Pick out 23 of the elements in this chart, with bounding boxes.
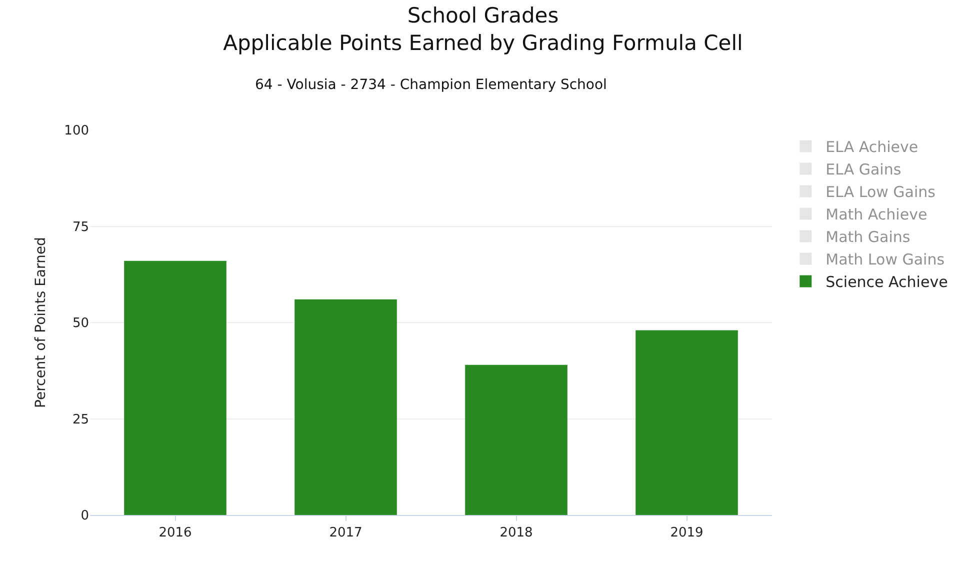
chart-subtitle: 64 - Volusia - 2734 - Champion Elementary School	[255, 77, 607, 93]
y-tick-label: 75	[72, 220, 89, 235]
x-tick-label: 2017	[329, 526, 362, 541]
bar	[465, 364, 568, 515]
x-tick-label: 2019	[670, 526, 704, 541]
x-tick-label: 2016	[158, 526, 192, 541]
bar	[636, 330, 738, 515]
bar	[124, 260, 226, 515]
y-tick-label: 50	[72, 316, 89, 332]
legend-label: ELA Achieve	[826, 138, 918, 156]
legend-label: ELA Low Gains	[826, 183, 936, 202]
y-tick-label: 0	[80, 508, 89, 524]
bar	[294, 299, 397, 515]
legend-label: Math Achieve	[826, 206, 928, 224]
y-axis-title: Percent of Points Earned	[32, 237, 49, 408]
legend-label: ELA Gains	[826, 160, 902, 179]
chart-title: School Grades Applicable Points Earned by Grading Formula Cell	[223, 4, 743, 55]
legend-label: Science Achieve	[826, 273, 948, 292]
legend-label: Math Gains	[826, 228, 910, 246]
legend-label: Math Low Gains	[826, 250, 945, 269]
y-tick-label: 100	[64, 124, 89, 139]
y-tick-label: 25	[72, 412, 89, 428]
x-tick-label: 2018	[500, 526, 533, 541]
